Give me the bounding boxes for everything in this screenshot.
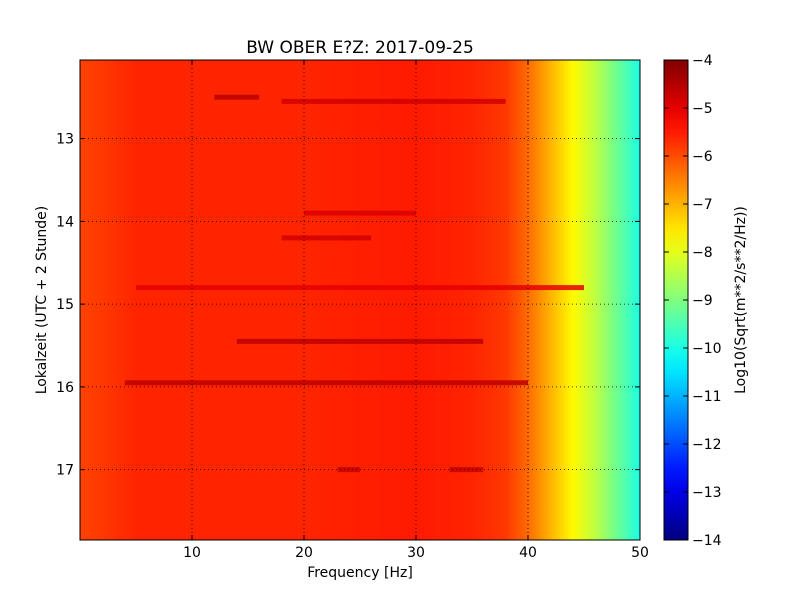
colorbar-tick-label-0: −4 <box>692 53 713 69</box>
band-5 <box>236 338 484 344</box>
y-axis: 13 14 15 16 17 <box>56 132 640 479</box>
colorbar-tick-label-7: −11 <box>692 389 722 405</box>
colorbar-tick-label-6: −10 <box>692 341 722 357</box>
y-tick-label-4: 17 <box>56 463 74 479</box>
colorbar-tick-label-3: −7 <box>692 197 713 213</box>
x-axis: 10 20 30 40 50 <box>183 60 649 561</box>
plot-area <box>80 60 640 540</box>
x-axis-label: Frequency [Hz] <box>307 565 413 581</box>
colorbar-tick-label-10: −14 <box>692 533 722 549</box>
colorbar-ticks: −4 −5 −6 −7 −8 −9 −10 −11 −12 −13 −14 <box>664 53 722 549</box>
colorbar-label: Log10(Sqrt(m**2/s**2/Hz)) <box>733 206 749 394</box>
colorbar: −4 −5 −6 −7 −8 −9 −10 −11 −12 −13 −14 Log10(Sqrt(m… <box>663 53 749 549</box>
colorbar-tick-label-4: −8 <box>692 245 713 261</box>
colorbar-tick-label-8: −12 <box>692 437 722 453</box>
colorbar-tick-label-5: −9 <box>692 293 713 309</box>
band-4 <box>136 285 584 291</box>
chart-title: BW OBER E?Z: 2017-09-25 <box>246 38 474 58</box>
band-0 <box>214 94 260 100</box>
x-tick-label-2: 30 <box>407 545 425 561</box>
band-3 <box>281 235 372 241</box>
x-tick-label-4: 50 <box>631 545 649 561</box>
y-tick-label-2: 15 <box>56 297 74 313</box>
band-2 <box>304 210 416 216</box>
y-tick-label-1: 14 <box>56 214 74 230</box>
spectrogram-background <box>80 60 640 540</box>
colorbar-tick-label-2: −6 <box>692 149 713 165</box>
band-8 <box>449 467 484 473</box>
grid-lines <box>80 60 640 540</box>
y-tick-label-0: 13 <box>56 132 74 148</box>
y-axis-label: Lokalzeit (UTC + 2 Stunde) <box>34 206 50 395</box>
x-tick-label-1: 20 <box>295 545 313 561</box>
colorbar-tick-label-1: −5 <box>692 101 713 117</box>
x-tick-label-0: 10 <box>183 545 201 561</box>
band-1 <box>281 98 506 104</box>
y-tick-label-3: 16 <box>56 380 74 396</box>
x-tick-label-3: 40 <box>519 545 537 561</box>
plot-frame <box>79 59 641 541</box>
band-6 <box>124 380 529 386</box>
colorbar-tick-label-9: −13 <box>692 485 722 501</box>
